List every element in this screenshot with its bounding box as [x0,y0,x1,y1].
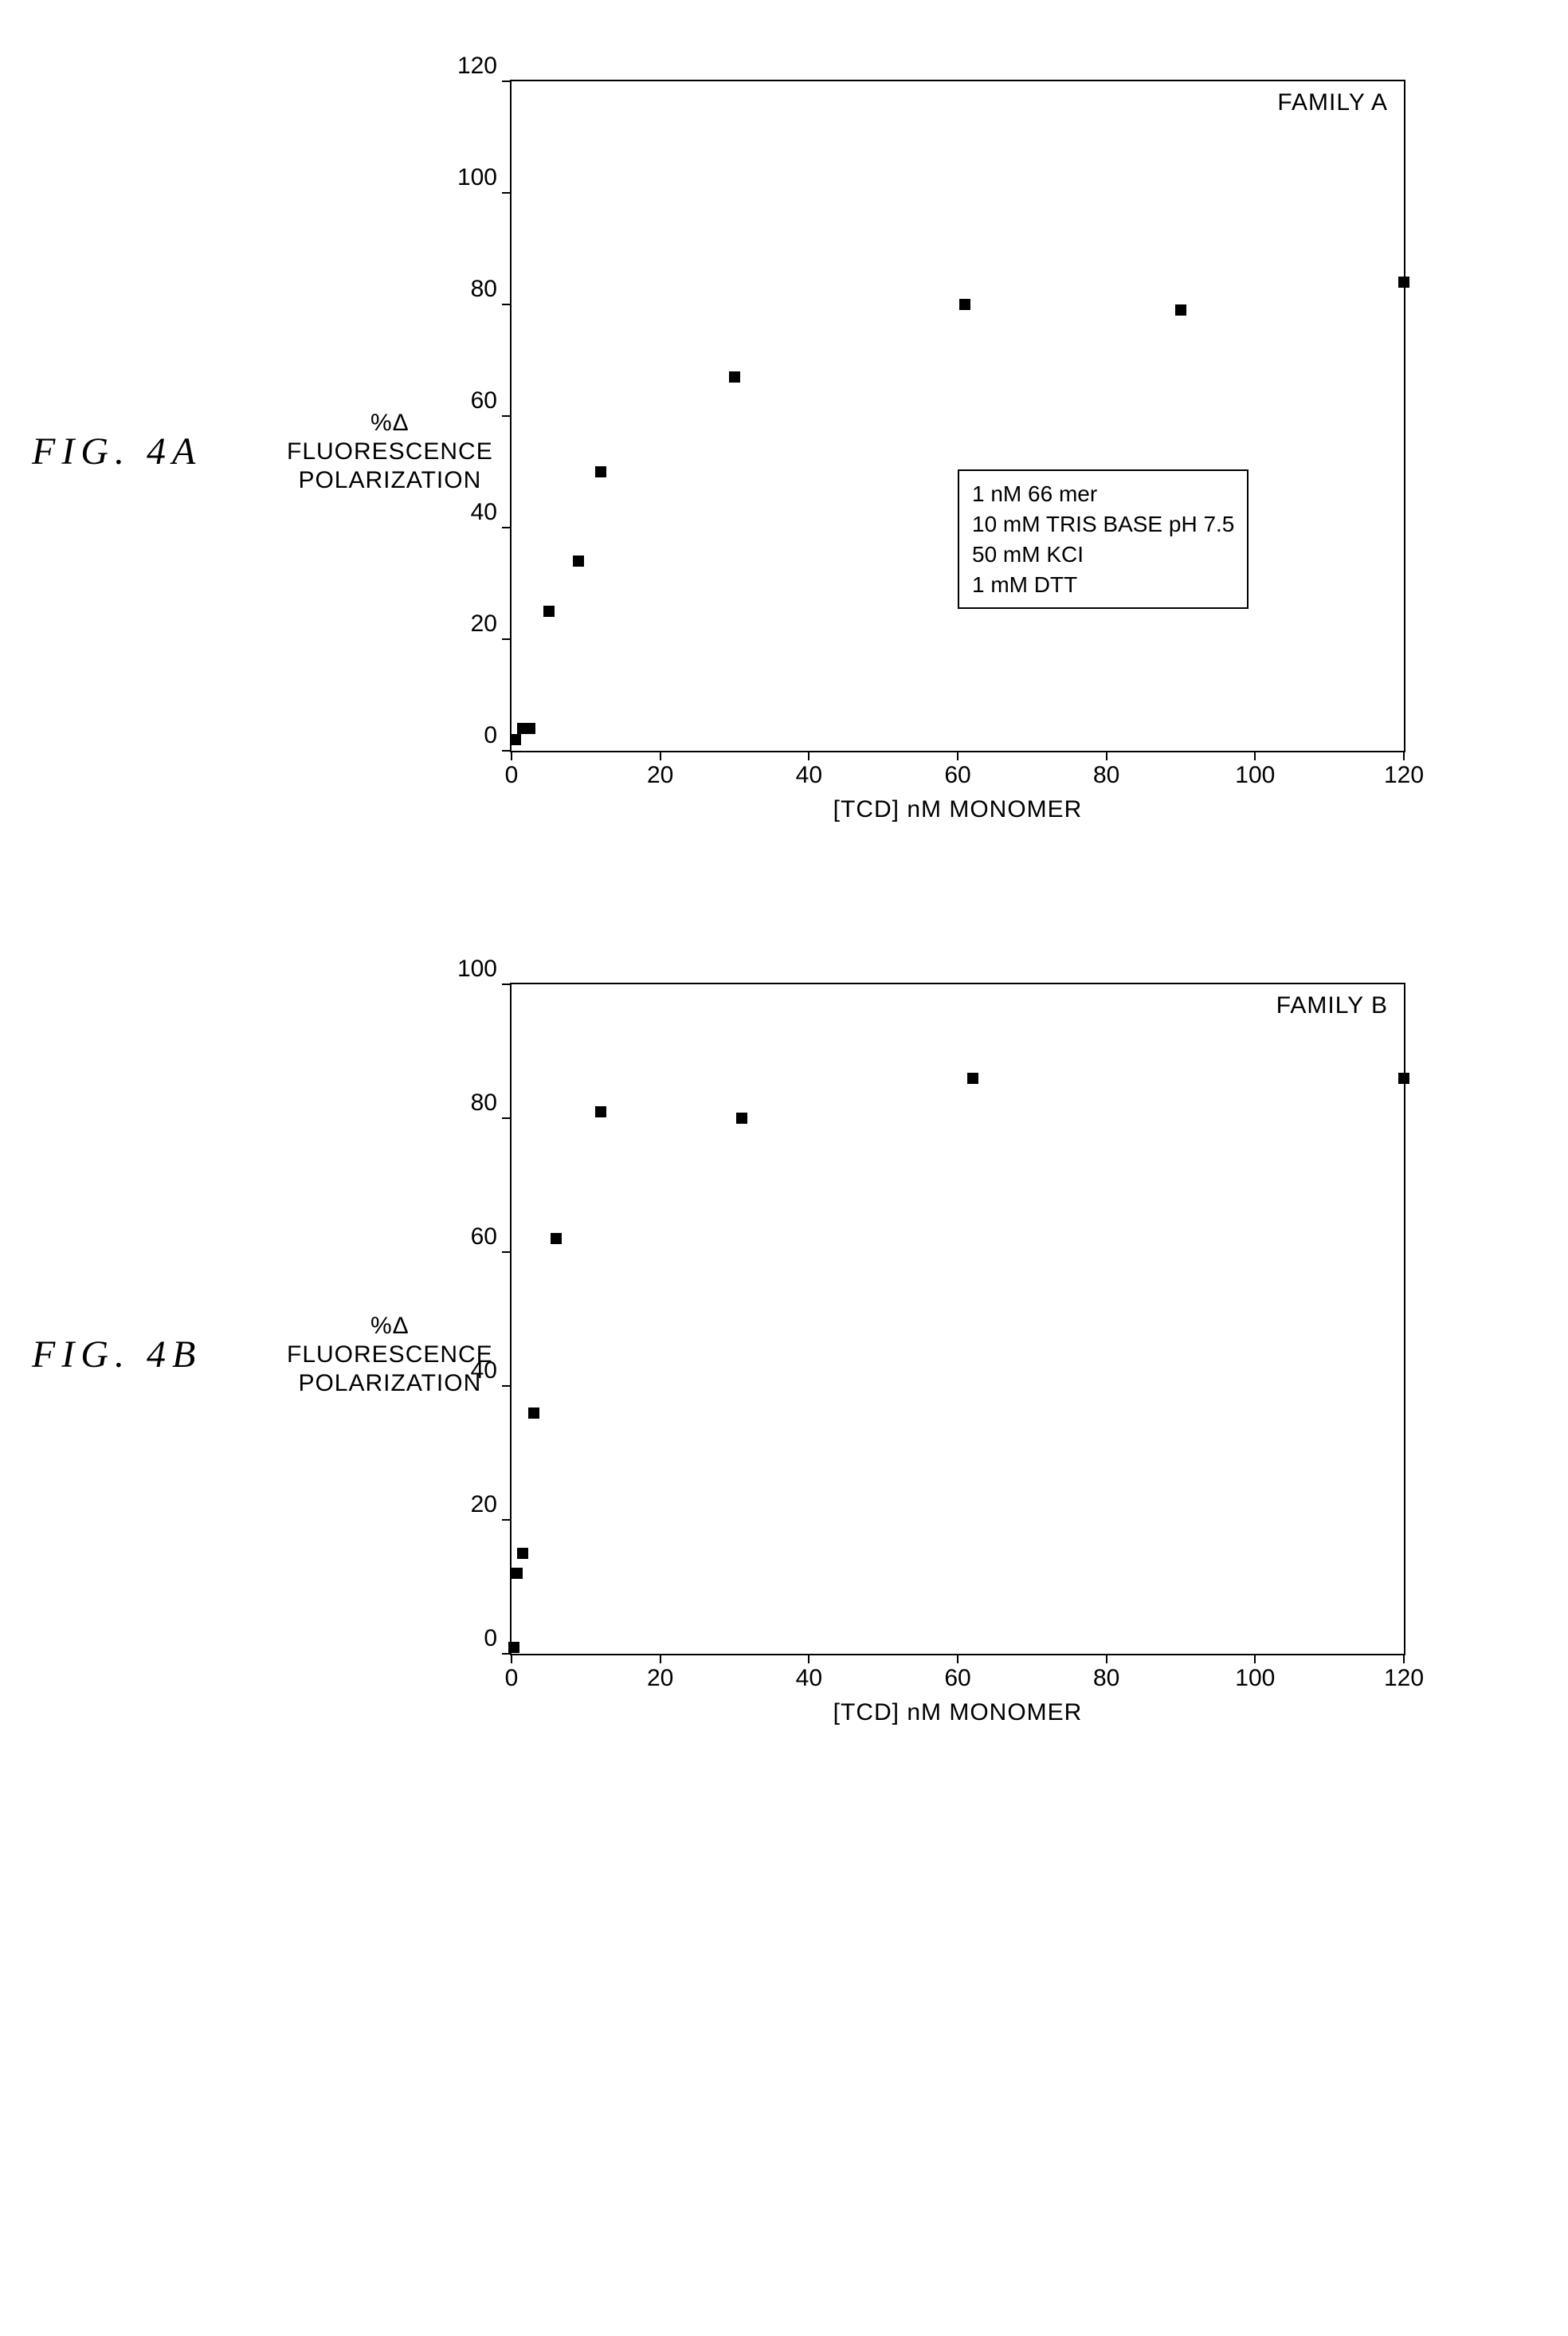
chart-a-ytick-label: 40 [471,499,497,526]
chart-a-xtick-label: 20 [647,762,673,789]
chart-b-data-point [1398,1073,1409,1084]
chart-a-ytick [502,638,510,640]
chart-a-xtick [808,752,809,760]
chart-a-ytick [502,80,510,82]
chart-b-xtick-label: 60 [944,1665,970,1692]
chart-b-plot: FAMILY B 020406080100020406080100120 [510,983,1405,1655]
chart-a-xtick [1403,752,1405,760]
chart-b-ytick [502,1385,510,1387]
chart-b-ytick-label: 40 [471,1357,497,1384]
chart-b-xtick [1403,1655,1405,1663]
chart-a-xtick-label: 120 [1384,762,1424,789]
chart-a-data-point [573,556,584,567]
figure-4a-container: FIG. 4A %Δ FLUORESCENCE POLARIZATION FAM… [32,80,1568,823]
chart-a-ytick-label: 100 [457,164,497,191]
chart-b-xtick [957,1655,958,1663]
chart-a-ytick-label: 20 [471,611,497,638]
chart-a-wrapper: %Δ FLUORESCENCE POLARIZATION FAMILY A 02… [510,80,1405,823]
chart-a-xtick-label: 40 [796,762,822,789]
chart-b-ytick [502,983,510,985]
chart-b-ylabel-line1: %Δ [287,1312,493,1341]
chart-a-ytick-label: 0 [484,722,497,749]
chart-b-xtick [511,1655,512,1663]
chart-a-xtick [511,752,512,760]
chart-a-infobox: 1 nM 66 mer10 mM TRIS BASE pH 7.550 mM K… [958,469,1249,609]
chart-b-xtick-label: 40 [796,1665,822,1692]
chart-a-ytick [502,304,510,305]
chart-a-xtick-label: 100 [1235,762,1275,789]
chart-a-data-point [959,299,970,310]
figure-4a-label: FIG. 4A [32,430,287,473]
chart-a-data-point [543,606,555,617]
chart-b-ytick [502,1117,510,1119]
chart-b-xtick-label: 0 [505,1665,519,1692]
chart-a-ytick-label: 120 [457,53,497,80]
chart-a-data-point [595,466,606,477]
chart-a-ylabel: %Δ FLUORESCENCE POLARIZATION [287,409,493,495]
chart-b-ylabel-line2: FLUORESCENCE [287,1341,493,1369]
chart-a-data-point [729,371,740,383]
chart-a-xtick [1254,752,1256,760]
chart-b-ytick-label: 100 [457,956,497,983]
chart-b-ytick [502,1251,510,1253]
chart-b-data-point [528,1407,539,1419]
chart-a-ytick [502,415,510,417]
chart-a-ytick [502,750,510,752]
chart-b-ytick-label: 20 [471,1491,497,1518]
chart-b-ytick [502,1519,510,1521]
chart-b-data-point [967,1073,978,1084]
chart-a-plot: FAMILY A 0204060801001200204060801001201… [510,80,1405,752]
chart-b-xtick [1106,1655,1107,1663]
chart-a-data-point [1398,277,1409,288]
chart-b-xtick-label: 120 [1384,1665,1424,1692]
page: FIG. 4A %Δ FLUORESCENCE POLARIZATION FAM… [32,80,1568,1726]
chart-a-xlabel: [TCD] nM MONOMER [510,796,1405,823]
chart-b-xtick [1254,1655,1256,1663]
chart-b-xtick-label: 20 [647,1665,673,1692]
figure-4b-label: FIG. 4B [32,1333,287,1376]
chart-b-xtick [808,1655,809,1663]
chart-a-xtick [660,752,661,760]
figure-4b-container: FIG. 4B %Δ FLUORESCENCE POLARIZATION FAM… [32,983,1568,1726]
chart-a-xtick-label: 0 [505,762,519,789]
chart-a-data-point [1175,304,1186,316]
chart-b-wrapper: %Δ FLUORESCENCE POLARIZATION FAMILY B 02… [510,983,1405,1726]
chart-b-data-point [517,1548,528,1559]
chart-b-xtick [660,1655,661,1663]
chart-a-ylabel-line3: POLARIZATION [287,466,493,495]
chart-a-ytick [502,527,510,528]
chart-a-ylabel-line2: FLUORESCENCE [287,438,493,466]
chart-b-ytick-label: 60 [471,1223,497,1250]
chart-b-series-label: FAMILY B [1276,992,1388,1019]
chart-b-ytick [502,1653,510,1655]
chart-a-ytick-label: 60 [471,387,497,414]
chart-b-xtick-label: 100 [1235,1665,1275,1692]
chart-a-data-point [524,723,535,734]
chart-a-infobox-line: 10 mM TRIS BASE pH 7.5 [972,509,1234,540]
chart-a-ytick-label: 80 [471,276,497,303]
chart-b-ytick-label: 80 [471,1089,497,1117]
chart-b-data-point [595,1106,606,1117]
chart-a-ytick [502,192,510,194]
chart-a-series-label: FAMILY A [1277,89,1388,116]
chart-a-data-point [510,734,521,745]
chart-b-xlabel: [TCD] nM MONOMER [510,1699,1405,1726]
chart-b-data-point [508,1642,519,1653]
chart-b-ylabel-line3: POLARIZATION [287,1369,493,1398]
chart-b-ylabel: %Δ FLUORESCENCE POLARIZATION [287,1312,493,1398]
chart-a-xtick [957,752,958,760]
chart-b-ytick-label: 0 [484,1625,497,1652]
chart-a-xtick [1106,752,1107,760]
chart-b-data-point [512,1568,523,1579]
chart-b-data-point [736,1113,747,1124]
chart-b-xtick-label: 80 [1093,1665,1119,1692]
chart-a-infobox-line: 50 mM KCI [972,540,1234,570]
chart-b-data-point [551,1233,562,1244]
chart-a-infobox-line: 1 nM 66 mer [972,479,1234,509]
chart-a-xtick-label: 60 [944,762,970,789]
chart-a-infobox-line: 1 mM DTT [972,570,1234,600]
chart-a-ylabel-line1: %Δ [287,409,493,438]
chart-a-xtick-label: 80 [1093,762,1119,789]
